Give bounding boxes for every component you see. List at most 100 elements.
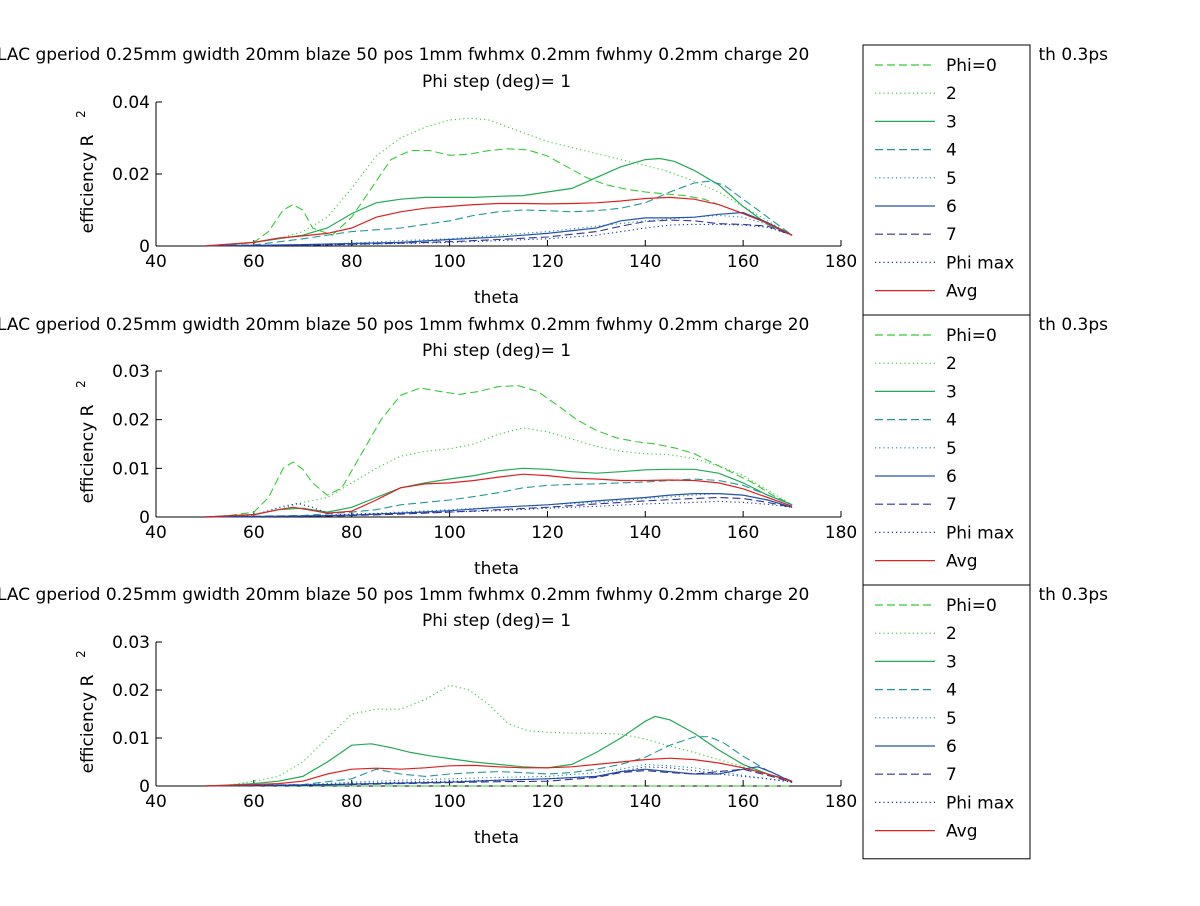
series-line xyxy=(204,211,793,247)
series-line xyxy=(204,219,793,247)
y-axis-label-superscript: 2 xyxy=(74,380,88,388)
legend-label: Phi=0 xyxy=(946,326,997,346)
series-line xyxy=(204,117,793,247)
x-axis-label: theta xyxy=(474,288,519,308)
subplot-2: LAC gperiod 0.25mm gwidth 20mm blaze 50 … xyxy=(0,314,1108,590)
x-axis-label: theta xyxy=(474,828,519,848)
x-tick-label: 40 xyxy=(145,523,167,543)
x-tick-label: 100 xyxy=(433,252,465,272)
legend: Phi=0 2 3 4 5 6 7 Phi max Avg xyxy=(862,314,1031,590)
y-axis-label-superscript: 2 xyxy=(74,110,88,118)
legend-box xyxy=(862,584,1031,860)
y-axis-label: efficiency R xyxy=(78,134,98,233)
legend-label: Phi max xyxy=(946,793,1014,813)
legend-label: Phi max xyxy=(946,523,1014,543)
x-tick-label: 100 xyxy=(433,523,465,543)
y-axis-label-superscript: 2 xyxy=(74,650,88,658)
chart-subtitle: Phi step (deg)= 1 xyxy=(422,341,571,361)
series-line xyxy=(204,500,793,518)
subplot-1: LAC gperiod 0.25mm gwidth 20mm blaze 50 … xyxy=(0,44,1108,320)
chart-subtitle: Phi step (deg)= 1 xyxy=(422,611,571,631)
x-axis-label: theta xyxy=(474,559,519,579)
series-line xyxy=(204,473,793,518)
series-line xyxy=(204,157,793,247)
series-line xyxy=(204,763,793,787)
legend-label: 3 xyxy=(946,652,957,672)
chart-subtitle: Phi step (deg)= 1 xyxy=(422,72,571,92)
legend-label: Phi=0 xyxy=(946,596,997,616)
chart-title: LAC gperiod 0.25mm gwidth 20mm blaze 50 … xyxy=(0,45,809,65)
legend-label: Avg xyxy=(946,822,978,842)
legend-label: 3 xyxy=(946,382,957,402)
legend-label: 4 xyxy=(946,681,957,701)
y-tick-label: 0 xyxy=(139,777,150,797)
legend-box xyxy=(862,44,1031,320)
y-tick-label: 0.03 xyxy=(112,633,150,653)
y-tick-label: 0.02 xyxy=(112,411,150,431)
series-line xyxy=(204,768,793,787)
legend-label: 2 xyxy=(946,354,957,374)
x-tick-label: 120 xyxy=(531,252,563,272)
legend-label: 5 xyxy=(946,169,957,189)
chart-title: LAC gperiod 0.25mm gwidth 20mm blaze 50 … xyxy=(0,585,809,605)
x-tick-label: 180 xyxy=(825,523,857,543)
legend-label: Phi=0 xyxy=(946,56,997,76)
legend-label: 6 xyxy=(946,737,957,757)
x-tick-label: 120 xyxy=(531,523,563,543)
chart-title: LAC gperiod 0.25mm gwidth 20mm blaze 50 … xyxy=(0,315,809,335)
series-line xyxy=(204,715,793,787)
x-tick-label: 140 xyxy=(629,792,661,812)
y-tick-label: 0.01 xyxy=(112,459,150,479)
legend-label: 6 xyxy=(946,197,957,217)
legend-label: 2 xyxy=(946,624,957,644)
series-line xyxy=(204,736,793,787)
x-tick-label: 40 xyxy=(145,792,167,812)
x-tick-label: 180 xyxy=(825,252,857,272)
y-tick-label: 0.03 xyxy=(112,362,150,382)
legend: Phi=0 2 3 4 5 6 7 Phi max Avg xyxy=(862,584,1031,860)
y-tick-label: 0 xyxy=(139,237,150,257)
legend-label: Avg xyxy=(946,552,978,572)
chart-title-tail: th 0.3ps xyxy=(1038,45,1108,65)
legend-label: 6 xyxy=(946,467,957,487)
x-tick-label: 180 xyxy=(825,792,857,812)
series-line xyxy=(204,196,793,247)
x-tick-label: 80 xyxy=(341,252,363,272)
legend-label: 5 xyxy=(946,709,957,729)
y-tick-label: 0.02 xyxy=(112,165,150,185)
legend-label: 7 xyxy=(946,765,957,785)
subplot-3: LAC gperiod 0.25mm gwidth 20mm blaze 50 … xyxy=(0,584,1108,860)
series-line xyxy=(204,496,793,518)
legend-label: 3 xyxy=(946,112,957,132)
legend-label: 4 xyxy=(946,411,957,431)
series-line xyxy=(204,148,793,247)
y-axis-label: efficiency R xyxy=(78,404,98,503)
y-axis-label: efficiency R xyxy=(78,674,98,773)
series-line xyxy=(204,766,793,787)
y-tick-label: 0.01 xyxy=(112,729,150,749)
legend-label: 4 xyxy=(946,141,957,161)
x-tick-label: 60 xyxy=(243,252,265,272)
x-tick-label: 160 xyxy=(727,252,759,272)
legend-label: 5 xyxy=(946,439,957,459)
legend-label: Avg xyxy=(946,282,978,302)
series-line xyxy=(204,467,793,518)
x-tick-label: 60 xyxy=(243,792,265,812)
x-tick-label: 100 xyxy=(433,792,465,812)
legend: Phi=0 2 3 4 5 6 7 Phi max Avg xyxy=(862,44,1031,320)
x-tick-label: 160 xyxy=(727,792,759,812)
series-line xyxy=(204,223,793,247)
legend-label: 2 xyxy=(946,84,957,104)
chart-title-tail: th 0.3ps xyxy=(1038,315,1108,335)
legend-label: 7 xyxy=(946,495,957,515)
x-tick-label: 80 xyxy=(341,523,363,543)
chart-title-tail: th 0.3ps xyxy=(1038,585,1108,605)
x-tick-label: 80 xyxy=(341,792,363,812)
series-line xyxy=(204,385,793,518)
x-tick-label: 120 xyxy=(531,792,563,812)
legend-label: 7 xyxy=(946,225,957,245)
y-tick-label: 0 xyxy=(139,508,150,528)
series-line xyxy=(204,180,793,247)
legend-box xyxy=(862,314,1031,590)
